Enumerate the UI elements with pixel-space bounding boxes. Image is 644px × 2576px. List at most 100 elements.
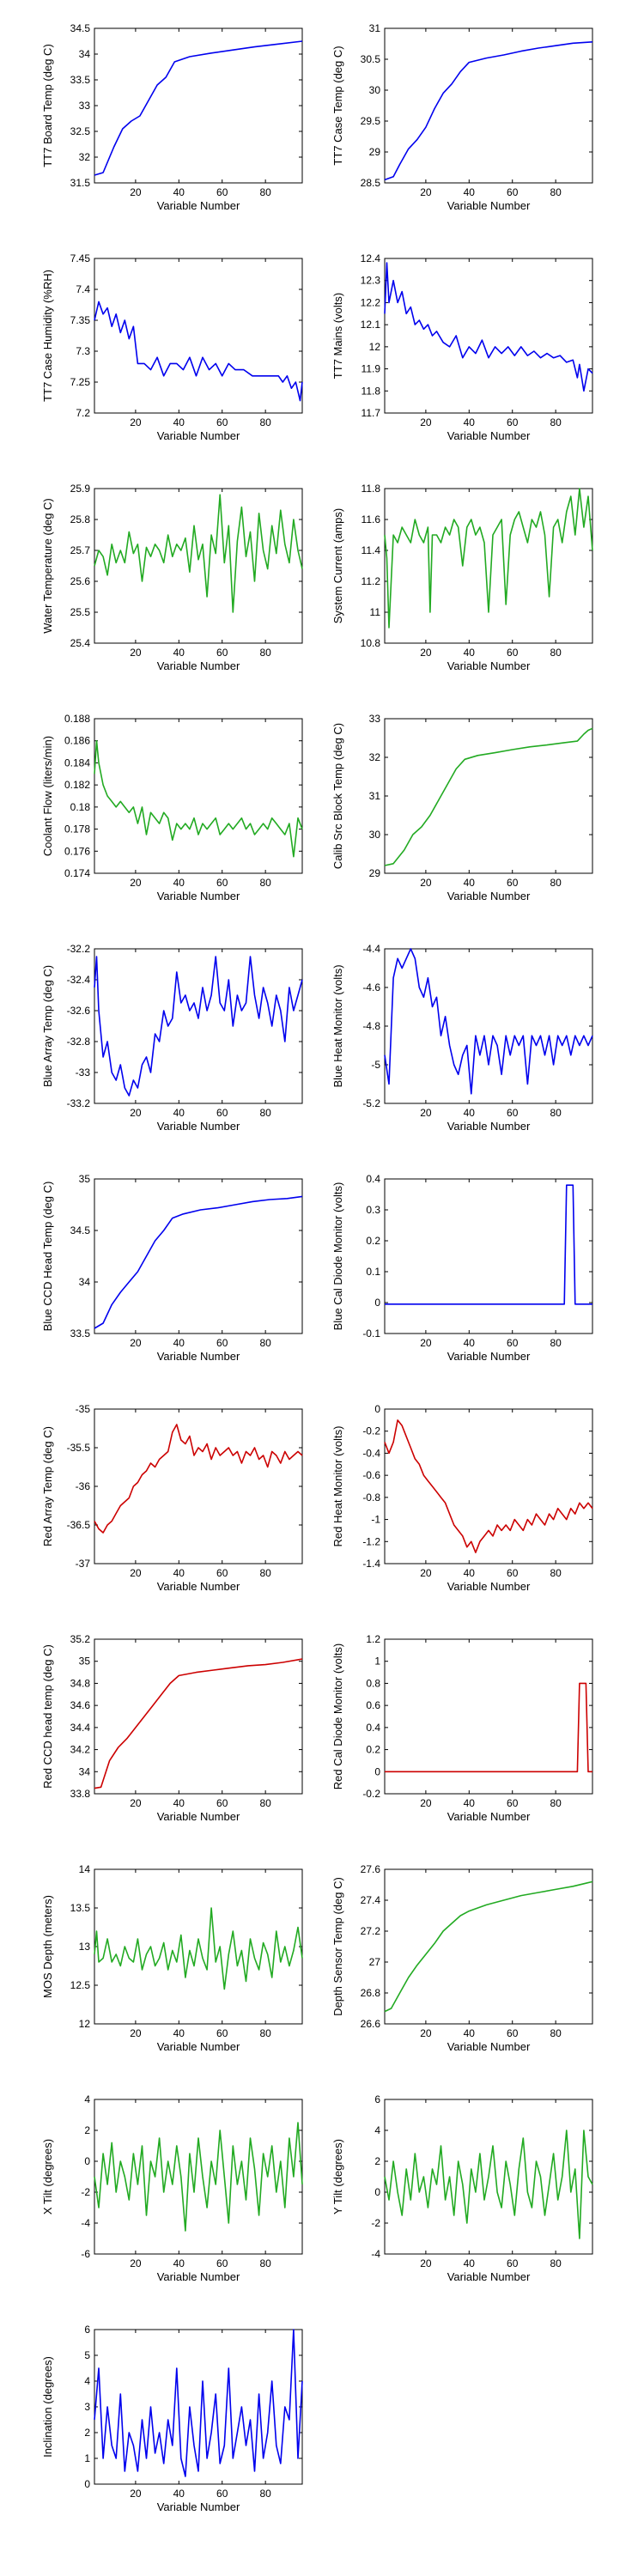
y-tick-label: 0.2 [366, 1744, 380, 1756]
x-tick-label: 60 [216, 877, 228, 889]
x-axis-label: Variable Number [157, 1810, 240, 1823]
chart-panel: 20 40 60 80 -33.2 -33 -32.8 -32.6 -32.4 -32.2 Vari… [41, 943, 303, 1133]
plot-frame [384, 948, 593, 1104]
y-axis-label: Blue Cal Diode Monitor (volts) [331, 1182, 344, 1331]
y-tick-label: 12.4 [361, 252, 381, 264]
y-tick-label: 32 [79, 151, 91, 163]
chart-panel: 20 40 60 80 -1.4 -1.2 -1 -0.8 -0.6 -0.4 -0.2 0 Varia… [331, 1403, 593, 1593]
y-tick-label: -5.2 [362, 1097, 380, 1109]
x-tick-label: 80 [550, 1567, 562, 1579]
chart-panel: 20 40 60 80 29 30 31 32 33 Variable Number Calib S… [331, 713, 593, 902]
y-tick-label: -32.6 [67, 1005, 91, 1017]
x-tick-label: 80 [259, 1337, 271, 1349]
y-tick-label: 2 [84, 2124, 90, 2136]
y-axis-label: Blue Heat Monitor (volts) [331, 964, 344, 1087]
x-tick-label: 80 [550, 2027, 562, 2039]
y-tick-label: 34.4 [70, 1722, 91, 1734]
x-tick-label: 80 [259, 416, 271, 428]
x-tick-label: 80 [259, 1797, 271, 1809]
y-tick-label: -4 [371, 2248, 380, 2260]
x-tick-label: 80 [550, 877, 562, 889]
chart-panel: 20 40 60 80 -37 -36.5 -36 -35.5 -35 Variable Numb… [41, 1403, 303, 1593]
x-tick-label: 20 [130, 1107, 142, 1119]
x-tick-label: 20 [420, 2257, 432, 2269]
plot-frame [94, 27, 303, 184]
y-tick-label: 0.3 [366, 1204, 380, 1216]
y-tick-label: 34.8 [70, 1677, 91, 1689]
x-tick-label: 40 [173, 1107, 185, 1119]
y-tick-label: 30 [369, 829, 381, 841]
series-line [384, 727, 593, 866]
x-tick-label: 80 [259, 1107, 271, 1119]
y-tick-label: 0.174 [64, 867, 90, 879]
y-tick-label: 32.5 [70, 125, 91, 137]
x-tick-label: 80 [550, 647, 562, 659]
x-tick-label: 40 [173, 1797, 185, 1809]
x-axis-label: Variable Number [447, 2040, 531, 2053]
y-tick-label: 35 [79, 1656, 91, 1668]
x-axis-label: Variable Number [447, 1580, 531, 1593]
y-tick-label: 7.25 [70, 376, 91, 388]
y-tick-label: 34.6 [70, 1699, 91, 1711]
x-axis-label: Variable Number [157, 2500, 240, 2513]
y-tick-label: 12 [79, 2018, 91, 2030]
y-axis-label: TT7 Case Temp (deg C) [331, 46, 344, 165]
series-line [94, 1424, 303, 1534]
y-tick-label: 12.3 [361, 275, 381, 287]
y-tick-label: 34.2 [70, 1744, 91, 1756]
x-tick-label: 60 [216, 2257, 228, 2269]
y-axis-label: MOS Depth (meters) [41, 1895, 54, 1998]
series-line [384, 262, 593, 392]
y-tick-label: 0 [84, 2155, 90, 2167]
x-tick-label: 60 [216, 2488, 228, 2500]
x-tick-label: 20 [130, 416, 142, 428]
x-tick-label: 60 [216, 1337, 228, 1349]
y-tick-label: 25.9 [70, 483, 91, 495]
y-tick-label: 33.5 [70, 74, 91, 86]
x-tick-label: 60 [216, 1797, 228, 1809]
x-axis-label: Variable Number [157, 199, 240, 212]
x-tick-label: 40 [464, 1337, 476, 1349]
y-tick-label: -0.8 [362, 1492, 380, 1504]
y-tick-label: 34.5 [70, 1224, 91, 1236]
x-tick-label: 20 [420, 1567, 432, 1579]
plot-frame [94, 1408, 303, 1564]
y-axis-label: TT7 Mains (volts) [331, 293, 344, 379]
y-axis-label: Coolant Flow (liters/min) [41, 736, 54, 856]
y-axis-label: X Tilt (degrees) [41, 2139, 54, 2215]
y-tick-label: -35 [76, 1403, 91, 1415]
x-tick-label: 60 [507, 1567, 519, 1579]
x-tick-label: 40 [464, 2027, 476, 2039]
y-tick-label: 4 [84, 2375, 90, 2387]
y-tick-label: 1.2 [366, 1633, 380, 1645]
plot-frame [384, 27, 593, 184]
y-tick-label: 11.8 [361, 385, 381, 397]
x-tick-label: 80 [259, 2027, 271, 2039]
y-tick-label: 14 [79, 1863, 91, 1875]
x-tick-label: 40 [464, 2257, 476, 2269]
x-tick-label: 20 [130, 2488, 142, 2500]
y-tick-label: 25.6 [70, 575, 91, 587]
y-tick-label: 34 [79, 1276, 91, 1288]
x-tick-label: 60 [507, 1337, 519, 1349]
y-tick-label: 27.4 [361, 1894, 381, 1906]
y-tick-label: 7.35 [70, 314, 91, 326]
plot-frame [94, 1638, 303, 1795]
x-tick-label: 40 [173, 2027, 185, 2039]
y-tick-label: 11.8 [361, 483, 381, 495]
series-line [384, 2129, 593, 2239]
y-tick-label: -0.2 [362, 1425, 380, 1437]
y-tick-label: 0.18 [70, 801, 91, 813]
series-line [94, 2122, 303, 2232]
y-tick-label: 25.7 [70, 544, 91, 556]
plot-frame [94, 1868, 303, 2025]
x-tick-label: 20 [420, 647, 432, 659]
x-tick-label: 40 [173, 877, 185, 889]
x-tick-label: 80 [259, 1567, 271, 1579]
plot-frame [94, 258, 303, 414]
series-line [384, 948, 593, 1095]
chart-panel: 20 40 60 80 33.5 34 34.5 35 Variable Number Blue … [41, 1173, 303, 1363]
x-tick-label: 80 [259, 186, 271, 198]
y-tick-label: -0.1 [362, 1327, 380, 1340]
y-tick-label: 6 [374, 2093, 380, 2105]
